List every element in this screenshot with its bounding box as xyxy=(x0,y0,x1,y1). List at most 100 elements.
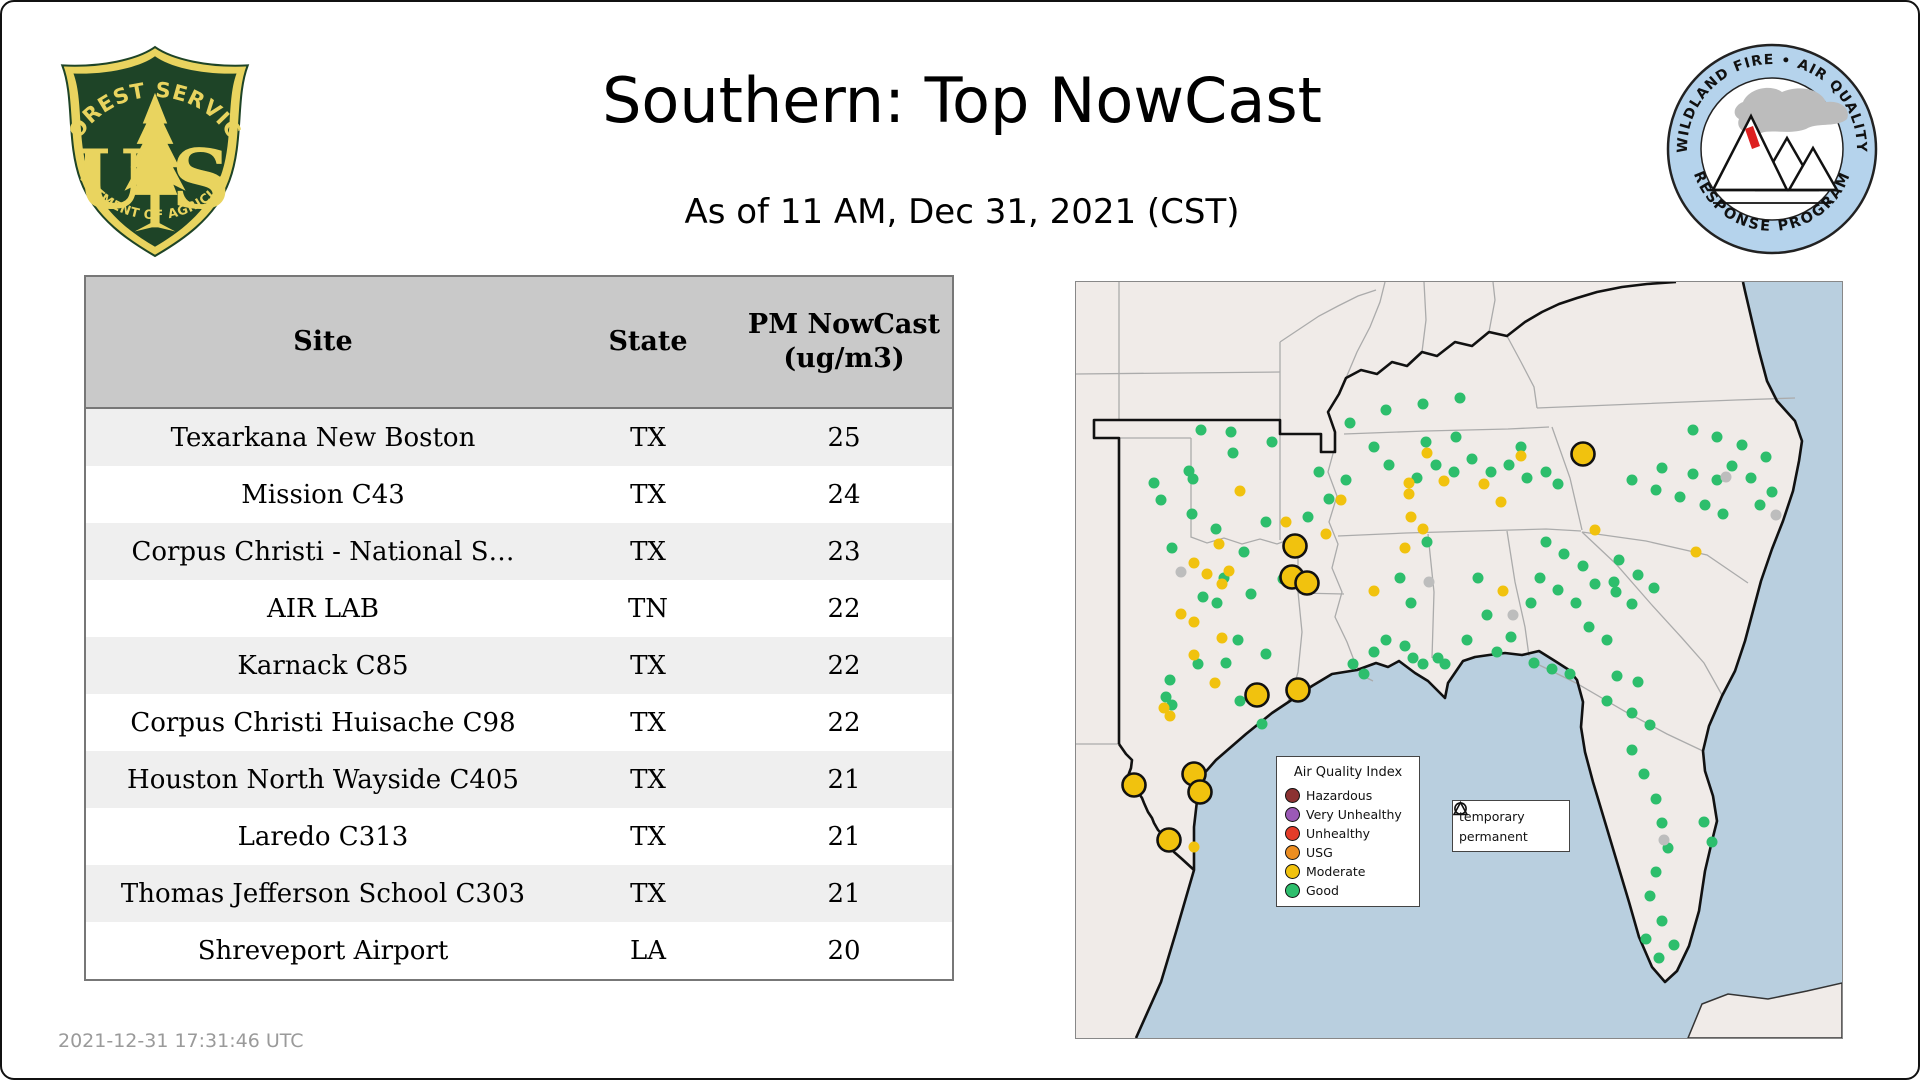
site-marker-good xyxy=(1347,658,1359,670)
cell-value: 23 xyxy=(736,523,953,580)
site-marker-good xyxy=(1439,658,1451,670)
mountains-smoke-graphic xyxy=(1707,87,1848,204)
site-marker-good xyxy=(1648,582,1660,594)
site-marker-moderate xyxy=(1216,578,1228,590)
cell-site: Texarkana New Boston xyxy=(85,408,560,466)
site-marker-good xyxy=(1656,915,1668,927)
site-marker-good xyxy=(1323,493,1335,505)
site-marker-good xyxy=(1525,597,1537,609)
cell-state: TN xyxy=(627,593,669,624)
site-marker-good xyxy=(1394,572,1406,584)
aqi-legend-item: Hazardous xyxy=(1285,786,1419,805)
aqi-legend: Air Quality Index Hazardous Very Unhealth… xyxy=(1276,756,1420,907)
cell-value: 22 xyxy=(827,707,861,738)
site-marker-good xyxy=(1227,447,1239,459)
site-marker-moderate xyxy=(1188,557,1200,569)
cell-value: 21 xyxy=(827,821,861,852)
site-marker-good xyxy=(1164,674,1176,686)
site-marker-good xyxy=(1232,634,1244,646)
cell-state: TX xyxy=(630,479,666,510)
site-marker-good xyxy=(1687,468,1699,480)
site-marker-good xyxy=(1192,658,1204,670)
site-marker-good xyxy=(1644,890,1656,902)
site-marker-moderate xyxy=(1213,538,1225,550)
site-marker-good xyxy=(1570,597,1582,609)
site-marker-good xyxy=(1260,516,1272,528)
table-row: Laredo C313 TX 21 xyxy=(85,808,953,865)
usfs-letter-s: S xyxy=(171,132,230,228)
site-marker-good xyxy=(1466,453,1478,465)
aqi-legend-item: Moderate xyxy=(1285,862,1419,881)
cell-state: TX xyxy=(560,523,736,580)
site-marker-good xyxy=(1699,499,1711,511)
site-marker-good xyxy=(1383,459,1395,471)
site-marker-good xyxy=(1711,431,1723,443)
site-marker-good xyxy=(1558,548,1570,560)
site-marker-good xyxy=(1405,597,1417,609)
site-marker-good xyxy=(1166,542,1178,554)
site-marker-moderate xyxy=(1280,516,1292,528)
site-marker-good xyxy=(1698,816,1710,828)
site-marker-good xyxy=(1344,417,1356,429)
site-marker-good xyxy=(1650,793,1662,805)
temporary-site-marker-moderate xyxy=(1187,779,1213,805)
wfaqrp-logo-icon: WILDLAND FIRE • AIR QUALITY RESPONSE PRO… xyxy=(1666,43,1878,255)
site-marker-good xyxy=(1754,499,1766,511)
site-marker-good xyxy=(1461,634,1473,646)
forest-service-logo-icon: FOREST SERVICE DEPARTMENT OF AGRICULTURE… xyxy=(52,44,250,258)
site-marker-good xyxy=(1411,472,1423,484)
cell-site: Corpus Christi Huisache C98 xyxy=(130,707,516,738)
aqi-color-swatch-icon xyxy=(1285,864,1300,879)
site-marker-moderate xyxy=(1209,677,1221,689)
site-marker-moderate xyxy=(1234,485,1246,497)
aqi-legend-item: Good xyxy=(1285,881,1419,900)
site-marker-good xyxy=(1632,569,1644,581)
site-marker-good xyxy=(1626,707,1638,719)
column-header-site: Site xyxy=(85,276,560,409)
permanent-label: permanent xyxy=(1459,828,1528,844)
temporary-site-marker-moderate xyxy=(1121,772,1147,798)
cell-site: Corpus Christi - National S… xyxy=(85,523,560,580)
site-marker-moderate xyxy=(1201,568,1213,580)
site-marker-good xyxy=(1454,392,1466,404)
site-marker-good xyxy=(1674,491,1686,503)
site-marker-nodata xyxy=(1720,471,1732,483)
site-marker-good xyxy=(1626,744,1638,756)
site-marker-good xyxy=(1601,695,1613,707)
cell-site: Thomas Jefferson School C303 xyxy=(85,865,560,922)
table-row: Shreveport Airport LA 20 xyxy=(85,922,953,980)
site-marker-good xyxy=(1491,646,1503,658)
site-marker-moderate xyxy=(1438,475,1450,487)
site-marker-good xyxy=(1195,424,1207,436)
cell-site: AIR LAB xyxy=(266,593,380,624)
aqi-color-swatch-icon xyxy=(1285,826,1300,841)
cuba-land xyxy=(1687,982,1842,1038)
site-marker-good xyxy=(1534,572,1546,584)
site-marker-good xyxy=(1448,466,1460,478)
aqi-color-swatch-icon xyxy=(1285,807,1300,822)
site-marker-good xyxy=(1611,670,1623,682)
site-marker-moderate xyxy=(1515,450,1527,462)
site-marker-good xyxy=(1186,508,1198,520)
table-row: Texarkana New Boston TX 25 xyxy=(85,408,953,466)
site-marker-moderate xyxy=(1478,478,1490,490)
cell-value: 22 xyxy=(827,593,861,624)
site-marker-good xyxy=(1380,404,1392,416)
site-marker-good xyxy=(1505,631,1517,643)
site-marker-good xyxy=(1583,621,1595,633)
site-marker-good xyxy=(1220,657,1232,669)
temporary-site-marker-moderate xyxy=(1244,682,1270,708)
site-marker-good xyxy=(1540,536,1552,548)
temporary-site-marker-moderate xyxy=(1282,533,1308,559)
aqi-legend-label: Hazardous xyxy=(1306,788,1373,803)
site-marker-moderate xyxy=(1495,496,1507,508)
site-marker-good xyxy=(1260,648,1272,660)
site-marker-good xyxy=(1160,691,1172,703)
site-marker-good xyxy=(1589,578,1601,590)
table-row: AIR LAB TN 22 xyxy=(85,580,953,637)
table-row: Corpus Christi Huisache C98 TX 22 xyxy=(85,694,953,751)
site-marker-good xyxy=(1687,424,1699,436)
page-subtitle: As of 11 AM, Dec 31, 2021 (CST) xyxy=(684,192,1240,232)
aqi-color-swatch-icon xyxy=(1285,788,1300,803)
